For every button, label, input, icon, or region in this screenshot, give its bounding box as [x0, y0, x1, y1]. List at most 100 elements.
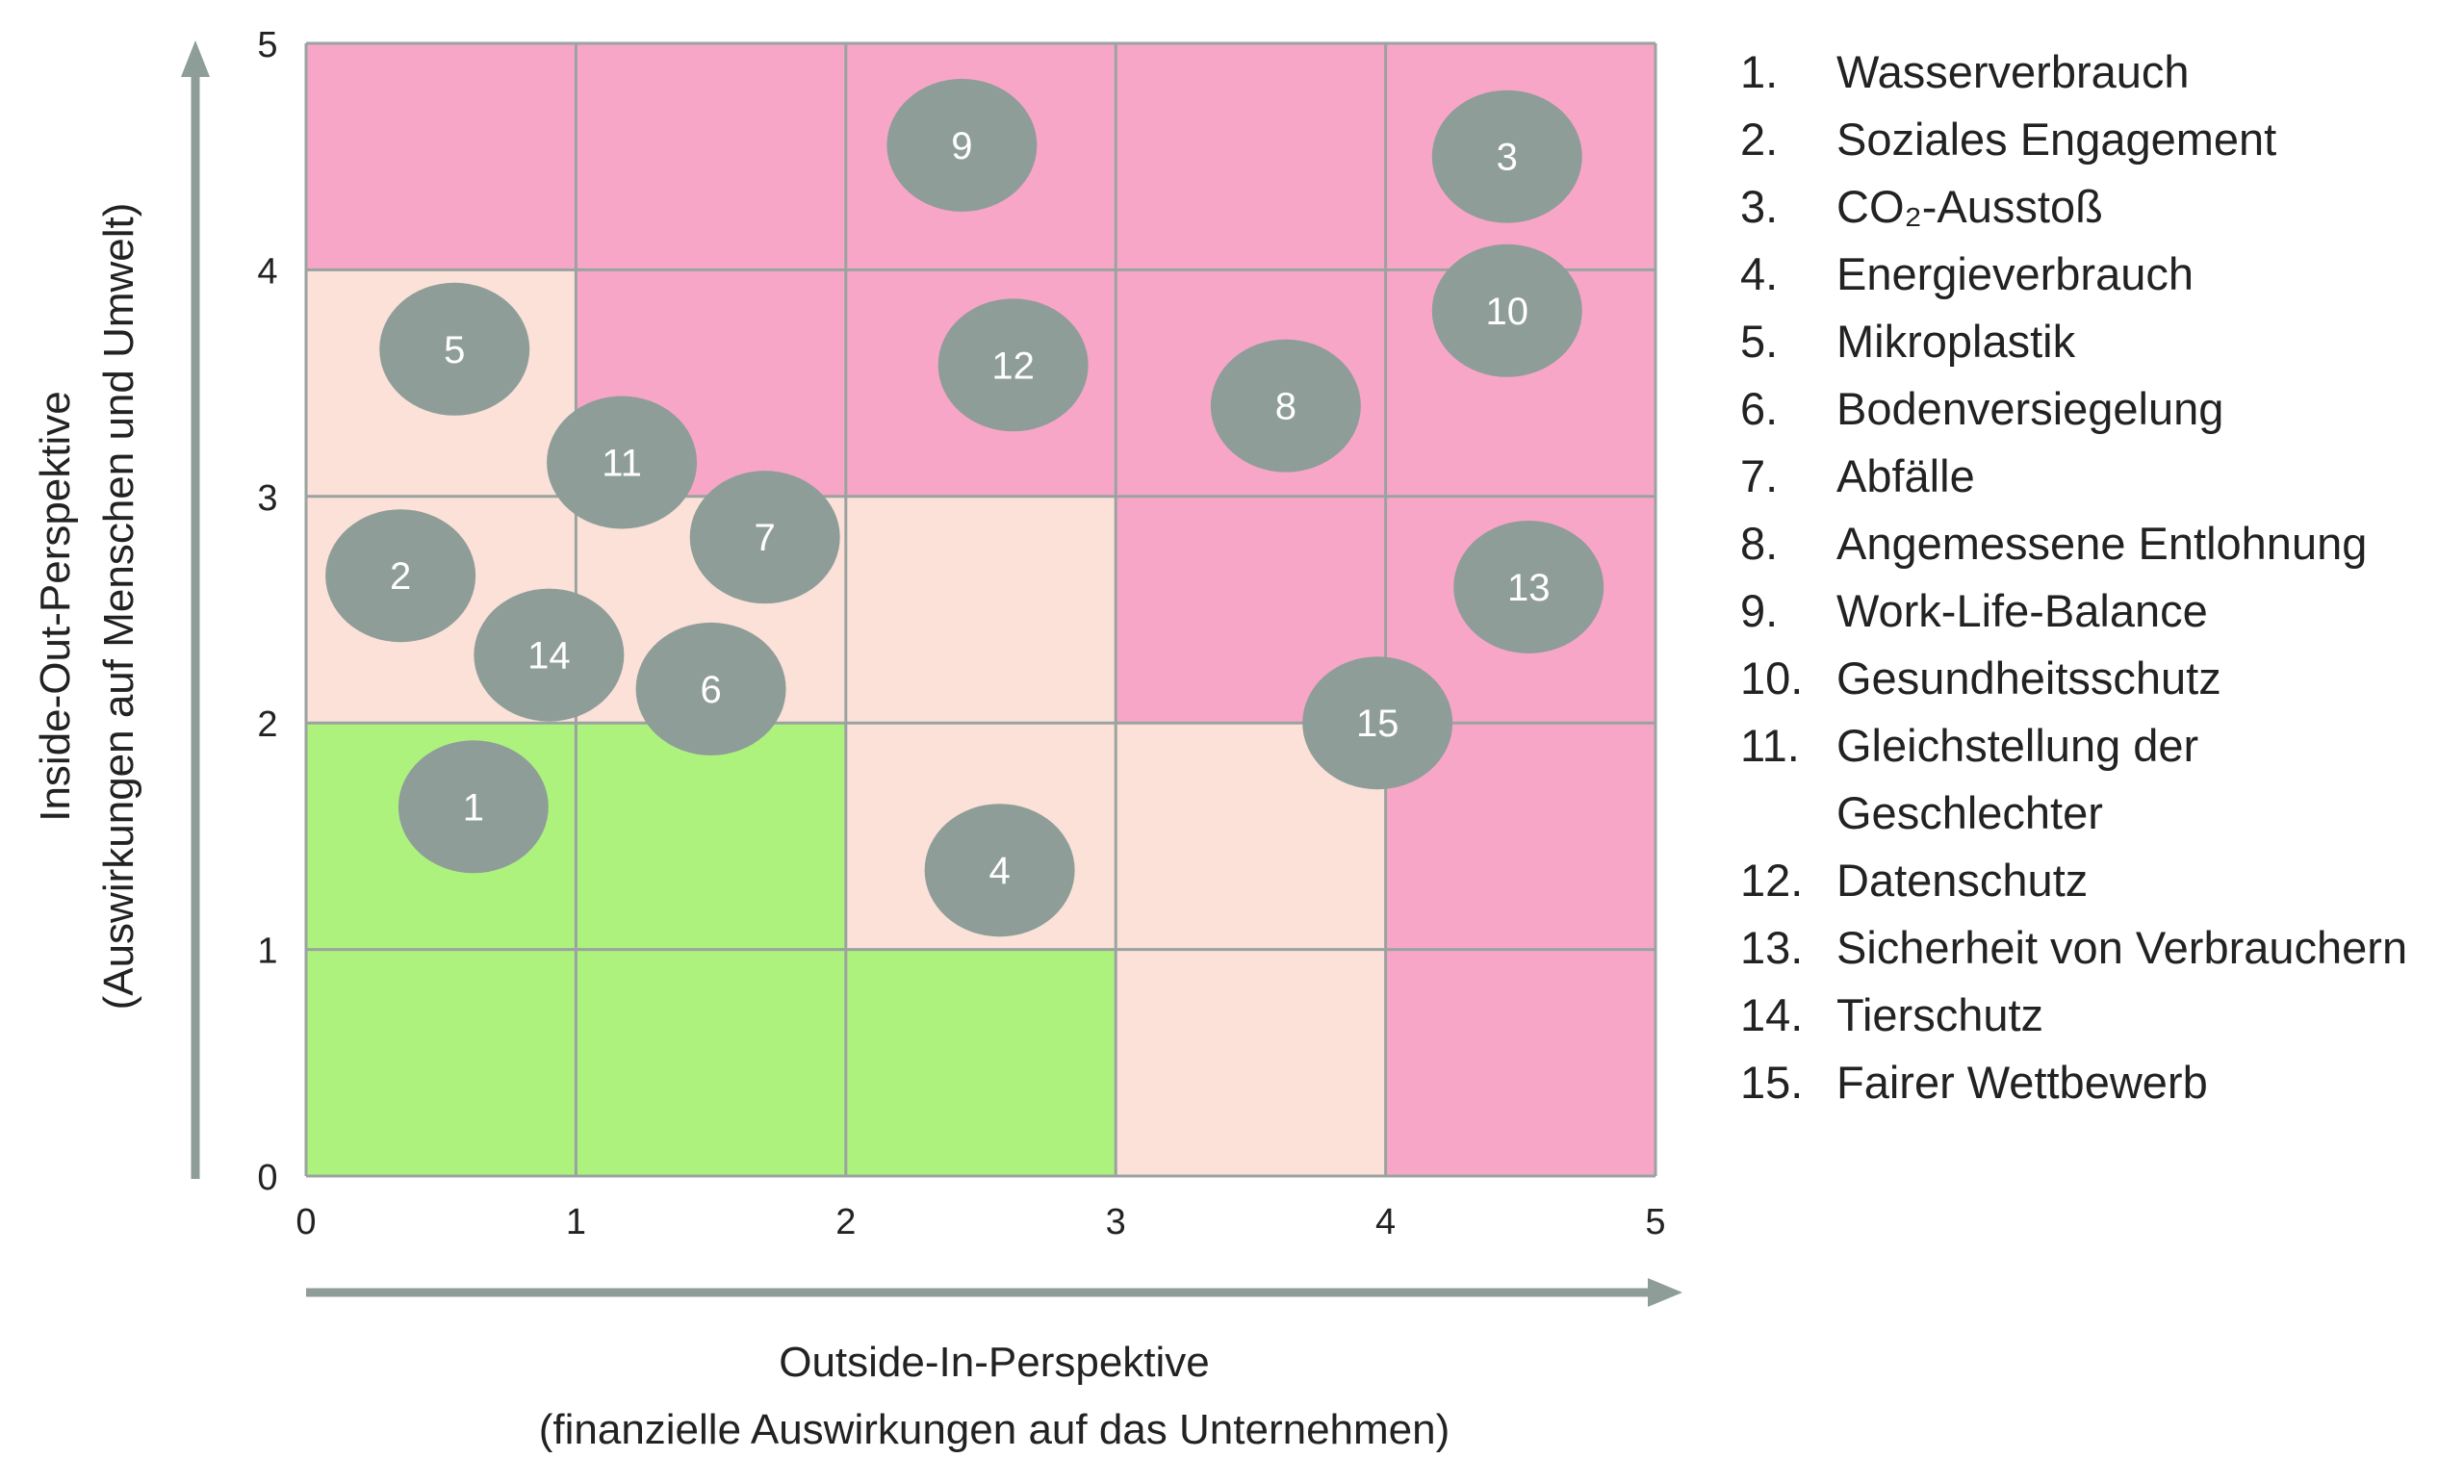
legend-label: Angemessene Entlohnung [1836, 518, 2368, 569]
legend-item: 10. Gesundheitsschutz [1740, 645, 2452, 712]
legend-item: 1. Wasserverbrauch [1740, 38, 2452, 106]
legend-label: Gesundheitsschutz [1836, 652, 2221, 704]
legend-item: 14. Tierschutz [1740, 982, 2452, 1049]
legend-label: Soziales Engagement [1836, 114, 2277, 165]
bubble-marker [1431, 90, 1582, 223]
x-axis-arrow [306, 1278, 1682, 1307]
bubble-label: 7 [755, 517, 776, 559]
bubble-marker [474, 588, 625, 722]
legend-number: 6. [1740, 383, 1779, 434]
legend-label: Gleichstellung der Geschlechter [1836, 720, 2199, 838]
bubble-label: 13 [1507, 567, 1551, 609]
bubble-marker [635, 622, 786, 755]
bubble-point: 3 [1431, 90, 1582, 223]
bubble-point: 9 [886, 78, 1038, 212]
bubble-point: 8 [1210, 339, 1361, 473]
matrix-cell-green [306, 949, 577, 1176]
bubble-point: 10 [1431, 243, 1582, 377]
bubble-marker [689, 471, 840, 604]
matrix-cell-beige [1116, 949, 1386, 1176]
x-tick-label: 3 [1106, 1202, 1126, 1242]
bubble-label: 2 [390, 555, 411, 598]
bubble-label: 1 [463, 786, 484, 829]
y-tick-label: 2 [257, 704, 277, 745]
x-tick-label: 5 [1645, 1202, 1665, 1242]
bubble-point: 1 [398, 740, 549, 874]
y-axis-ticks: 0 1 2 3 4 5 [257, 25, 277, 1198]
bubble-label: 5 [444, 329, 465, 371]
x-tick-label: 1 [566, 1202, 586, 1242]
legend-label: Wasserverbrauch [1836, 46, 2190, 97]
y-axis-subtitle: (Auswirkungen auf Menschen und Umwelt) [95, 203, 142, 1011]
legend-item: 8. Angemessene Entlohnung [1740, 510, 2452, 577]
legend-number: 7. [1740, 450, 1779, 501]
matrix-cell-green [576, 723, 846, 950]
legend: 1. Wasserverbrauch 2. Soziales Engagement 3.… [1740, 38, 2452, 1116]
bubble-label: 4 [989, 850, 1011, 892]
legend-item: 6. Bodenversiegelung [1740, 375, 2452, 443]
bubble-point: 4 [924, 804, 1075, 937]
bubble-point: 14 [474, 588, 625, 722]
y-axis-title: Inside-Out-Perspektive [32, 391, 79, 822]
y-axis-arrow [181, 40, 210, 1179]
legend-number: 9. [1740, 585, 1779, 636]
legend-label: CO₂-Ausstoß [1836, 181, 2103, 232]
bubble-marker [1453, 520, 1604, 653]
matrix-cell-pink [1385, 949, 1656, 1176]
matrix-cell-pink [306, 43, 577, 270]
matrix-cell-green [576, 949, 846, 1176]
bubble-label: 10 [1486, 291, 1529, 333]
bubble-label: 9 [951, 125, 972, 167]
legend-item: 9. Work-Life-Balance [1740, 577, 2452, 645]
bubble-marker [379, 282, 530, 416]
legend-label: Work-Life-Balance [1836, 585, 2208, 636]
matrix-cell-pink [1116, 43, 1386, 270]
y-tick-label: 1 [257, 932, 277, 972]
x-axis-subtitle: (finanzielle Auswirkungen auf das Untern… [539, 1406, 1450, 1453]
bubble-marker [1302, 656, 1453, 790]
legend-item: 5. Mikroplastik [1740, 308, 2452, 375]
bubble-label: 11 [602, 442, 642, 484]
legend-number: 15. [1740, 1057, 1804, 1108]
bubble-point: 7 [689, 471, 840, 604]
legend-item: 11. Gleichstellung der Geschlechter [1740, 712, 2452, 847]
legend-number: 1. [1740, 46, 1779, 97]
matrix-cell-green [845, 949, 1116, 1176]
bubble-label: 14 [527, 635, 571, 678]
legend-number: 3. [1740, 181, 1779, 232]
legend-item: 15. Fairer Wettbewerb [1740, 1049, 2452, 1116]
legend-item: 4. Energieverbrauch [1740, 241, 2452, 308]
x-tick-label: 0 [295, 1202, 316, 1242]
legend-label: Sicherheit von Verbrauchern [1836, 922, 2408, 973]
legend-item: 7. Abfälle [1740, 443, 2452, 510]
legend-item: 12. Datenschutz [1740, 847, 2452, 914]
legend-number: 11. [1740, 720, 1800, 771]
bubble-marker [325, 509, 476, 643]
legend-label: Abfälle [1836, 450, 1975, 501]
bubble-marker [547, 396, 698, 529]
x-axis-title: Outside-In-Perspektive [779, 1339, 1210, 1386]
legend-item: 3. CO₂-Ausstoß [1740, 173, 2452, 241]
bubble-label: 15 [1356, 703, 1399, 745]
x-tick-label: 2 [835, 1202, 856, 1242]
legend-label: Tierschutz [1836, 989, 2044, 1040]
bubble-point: 6 [635, 622, 786, 755]
matrix-cell-beige [845, 496, 1116, 724]
bubble-point: 5 [379, 282, 530, 416]
bubble-point: 15 [1302, 656, 1453, 790]
bubble-point: 12 [937, 298, 1089, 432]
y-tick-label: 4 [257, 251, 277, 292]
legend-item: 2. Soziales Engagement [1740, 106, 2452, 173]
legend-number: 14. [1740, 989, 1804, 1040]
legend-number: 5. [1740, 316, 1779, 367]
legend-number: 2. [1740, 114, 1779, 165]
bubble-label: 3 [1497, 137, 1518, 179]
legend-number: 13. [1740, 922, 1804, 973]
bubble-point: 11 [547, 396, 698, 529]
matrix-cell-pink [576, 43, 846, 270]
bubble-label: 12 [991, 345, 1035, 387]
bubble-label: 8 [1275, 386, 1296, 428]
legend-number: 12. [1740, 855, 1804, 906]
